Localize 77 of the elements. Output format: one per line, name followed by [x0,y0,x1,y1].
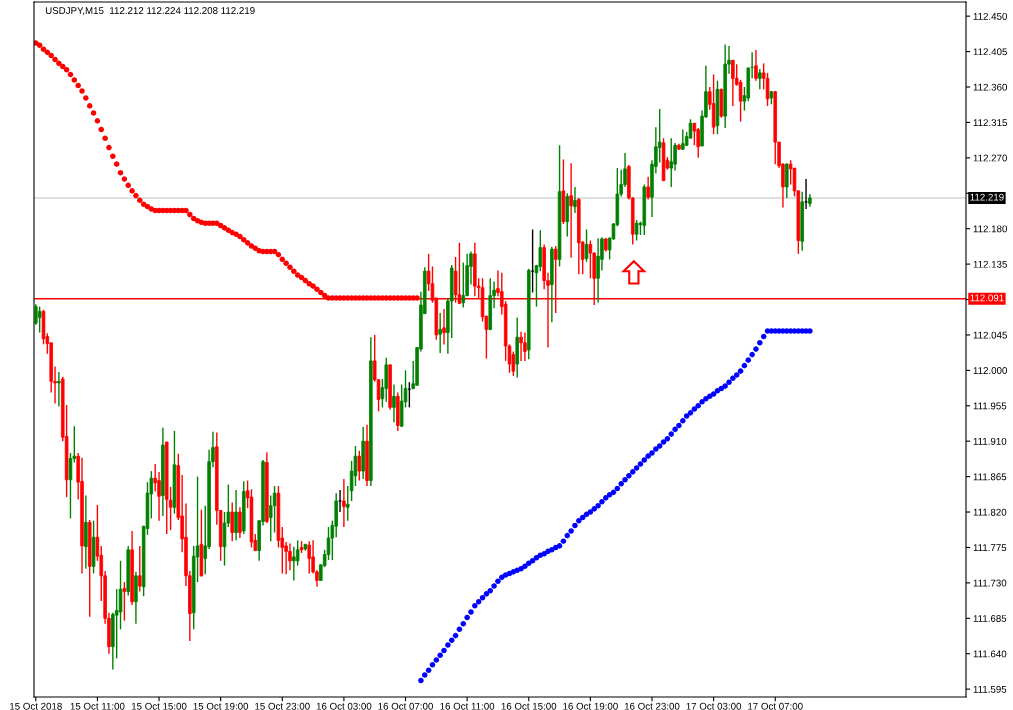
candlestick [523,331,527,362]
candlestick [345,485,350,522]
candlestick [342,478,346,528]
x-tick-label: 17 Oct 07:00 [748,702,803,710]
candlestick [68,452,73,520]
candlestick [37,305,42,334]
y-tick-label: 112.180 [973,225,1007,233]
candlestick [57,371,61,408]
x-tick-label: 16 Oct 23:00 [624,702,680,710]
x-tick-label: 15 Oct 19:00 [193,702,249,710]
x-tick-label: 16 Oct 11:00 [440,702,495,710]
candlestick [696,127,700,159]
chart-title: USDJPY,M15 112.212 112.224 112.208 112.219 [45,7,255,16]
candlestick [234,489,238,542]
candlestick [646,176,650,201]
x-tick-label: 17 Oct 03:00 [686,702,742,710]
ref-line-label: 112.091 [970,294,1004,302]
y-tick-label: 112.045 [973,331,1007,339]
y-tick-label: 111.820 [973,508,1007,516]
x-tick-label: 16 Oct 15:00 [501,702,557,710]
y-tick-label: 111.595 [973,685,1007,693]
candlestick [573,186,577,214]
candlestick [538,229,543,272]
x-tick-label: 16 Oct 03:00 [316,702,372,710]
candlestick [292,545,296,582]
candlestick [731,59,735,107]
y-tick-label: 112.315 [973,119,1007,127]
candlestick [357,449,362,482]
y-tick-label: 112.360 [973,83,1007,91]
candlestick [569,162,573,259]
candlestick [681,128,685,151]
x-tick-label: 15 Oct 23:00 [255,702,310,710]
y-tick-label: 111.955 [973,402,1007,410]
candlestick [804,178,808,210]
y-tick-label: 111.865 [973,473,1007,481]
candlestick [669,137,674,188]
x-tick-label: 15 Oct 11:00 [70,702,125,710]
y-tick-label: 112.270 [973,154,1007,162]
ref-line-label: 112.219 [970,193,1004,201]
candlestick [519,331,523,362]
candlestick [138,545,142,593]
candlestick [384,357,389,403]
candlestick [584,228,589,263]
candlestick [634,219,639,242]
y-tick-label: 112.405 [973,48,1007,56]
candlestick [118,560,123,631]
candlestick [238,506,242,539]
candlestick [442,308,446,346]
candlestick [122,581,127,622]
y-tick-label: 111.775 [973,544,1007,552]
y-tick-label: 111.730 [973,579,1007,587]
x-tick-label: 15 Oct 15:00 [131,702,187,710]
candlestick [765,72,770,107]
y-tick-label: 111.910 [973,437,1007,445]
y-tick-label: 111.685 [973,615,1007,622]
candlestick [392,383,396,424]
y-tick-label: 112.000 [973,367,1007,374]
y-tick-label: 112.135 [973,260,1007,268]
x-tick-label: 16 Oct 19:00 [563,702,618,710]
y-tick-label: 111.640 [973,650,1007,658]
x-tick-label: 15 Oct 2018 [10,702,62,710]
y-tick-label: 112.450 [973,12,1007,20]
candlestick [758,68,762,91]
candlestick [307,540,311,575]
candlestick [785,162,789,199]
candlestick [338,489,342,513]
candlestick [754,49,758,82]
candlestick [711,73,716,135]
candlestick [738,79,743,123]
candlestick [461,261,466,309]
candlestick [588,239,593,279]
candlestick [288,542,292,571]
x-tick-label: 16 Oct 07:00 [378,702,433,710]
candlestick [438,312,442,354]
candlestick [596,237,600,304]
candlestick [230,501,234,542]
candlestick [692,122,697,146]
